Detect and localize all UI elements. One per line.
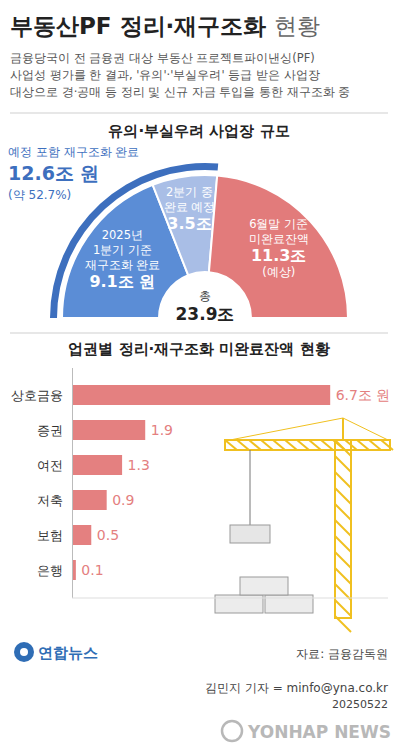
svg-text:은행: 은행 — [37, 563, 63, 578]
svg-text:자료: 금융감독원: 자료: 금융감독원 — [296, 647, 388, 661]
svg-text:저축: 저축 — [37, 493, 63, 508]
svg-text:총: 총 — [199, 289, 211, 303]
svg-text:6월말 기준미완료잔액11.3조(예상): 6월말 기준미완료잔액11.3조(예상) — [249, 217, 309, 279]
svg-text:연합뉴스: 연합뉴스 — [38, 644, 98, 662]
svg-text:0.5: 0.5 — [97, 527, 119, 543]
svg-text:보험: 보험 — [37, 528, 63, 543]
svg-text:6.7조 원: 6.7조 원 — [336, 387, 391, 403]
svg-text:YONHAP NEWS: YONHAP NEWS — [247, 722, 391, 742]
svg-text:(약 52.7%): (약 52.7%) — [8, 188, 71, 202]
svg-text:2025년1분기 기준재구조화 완료9.1조 원: 2025년1분기 기준재구조화 완료9.1조 원 — [85, 228, 161, 291]
svg-text:20250522: 20250522 — [332, 698, 388, 711]
svg-text:0.9: 0.9 — [112, 492, 134, 508]
svg-text:여전: 여전 — [37, 458, 63, 473]
svg-text:유의·부실우려 사업장 규모: 유의·부실우려 사업장 규모 — [108, 122, 289, 140]
svg-text:김민지 기자 = minfo@yna.co.kr: 김민지 기자 = minfo@yna.co.kr — [205, 681, 388, 695]
svg-text:상호금융: 상호금융 — [11, 388, 63, 403]
svg-text:예정 포함 재구조화 완료: 예정 포함 재구조화 완료 — [8, 145, 139, 159]
svg-text:1.3: 1.3 — [128, 457, 150, 473]
svg-text:부동산PF 정리·재구조화 현황: 부동산PF 정리·재구조화 현황 — [10, 13, 320, 39]
svg-text:23.9조: 23.9조 — [176, 304, 235, 324]
svg-text:2분기 중완료 예정3.5조: 2분기 중완료 예정3.5조 — [164, 185, 216, 233]
svg-text:0.1: 0.1 — [81, 562, 103, 578]
svg-text:1.9: 1.9 — [151, 422, 173, 438]
svg-text:금융당국이 전 금융권 대상 부동산 프로젝트파이낸싱(PF: 금융당국이 전 금융권 대상 부동산 프로젝트파이낸싱(PF)사업성 평가를 한… — [10, 51, 350, 99]
svg-text:12.6조 원: 12.6조 원 — [8, 162, 100, 184]
svg-text:업권별 정리·재구조화 미완료잔액 현황: 업권별 정리·재구조화 미완료잔액 현황 — [68, 340, 329, 358]
svg-text:증권: 증권 — [37, 423, 63, 438]
